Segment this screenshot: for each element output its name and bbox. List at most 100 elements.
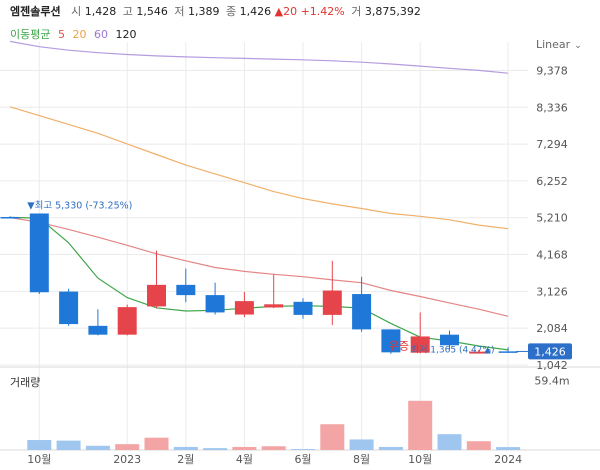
y-tick-label-8: 9,378 (536, 64, 568, 77)
moving-average-legend: 이동평균 5 20 60 120 (10, 26, 136, 42)
candle-body-0 (0, 217, 20, 219)
low-label: 저 (174, 5, 185, 18)
y-tick-label-4: 5,210 (536, 212, 568, 225)
ma-legend-120[interactable]: 120 (115, 28, 137, 41)
candle-body-15 (440, 334, 459, 346)
candle-16 (469, 349, 489, 354)
y-tick-label-1: 2,084 (536, 322, 568, 335)
x-tick-label-2: 2월 (177, 453, 194, 466)
quote-header: 엠젠솔루션 시 1,428 고 1,546 저 1,389 종 1,426 ▲2… (10, 3, 421, 19)
candle-4 (117, 304, 137, 336)
volume-bar-8 (232, 446, 257, 450)
candle-0 (0, 216, 20, 219)
candlesticks (0, 213, 518, 354)
candle-2 (59, 288, 79, 326)
candle-body-6 (176, 284, 196, 296)
volume-bar-6 (173, 446, 198, 450)
candle-1 (29, 213, 49, 295)
rights-offering-badge: 유증 (389, 340, 409, 353)
volume-bar-4 (115, 444, 140, 450)
candle-13 (381, 329, 401, 354)
x-tick-label-3: 4월 (236, 453, 253, 466)
candle-14 (410, 312, 430, 354)
candle-8 (234, 291, 254, 318)
high-value: 1,546 (136, 5, 168, 18)
candle-body-11 (322, 290, 342, 315)
grid (0, 42, 600, 451)
volume-tick-label: 59.4m (534, 374, 569, 387)
candle-12 (352, 276, 372, 332)
candle-body-16 (469, 351, 489, 354)
volume-panel-title: 거래량 (10, 376, 41, 389)
y-tick-label-2: 3,126 (536, 285, 568, 298)
candle-body-5 (147, 284, 166, 307)
ma-5-line (9, 216, 509, 351)
volume-bar-12 (349, 439, 374, 450)
candle-body-1 (29, 213, 49, 293)
axes: 1,042 2,084 3,126 4,168 5,210 6,252 7,294 8,336… (27, 64, 569, 466)
volume-bar-17 (496, 447, 521, 450)
volume-bar-10 (291, 449, 315, 450)
candle-body-8 (234, 301, 254, 315)
high-annotation: ▼최고 5,330 (-73.25%) (27, 200, 132, 211)
moving-average-lines (9, 40, 509, 351)
volume-label: 거 (351, 5, 362, 18)
open-label: 시 (71, 5, 82, 18)
stock-name: 엠젠솔루션 (10, 5, 61, 18)
candle-body-4 (117, 307, 137, 335)
y-tick-label-5: 6,252 (536, 175, 568, 188)
volume-bar-11 (320, 424, 345, 450)
current-price-label: 1,426 (534, 345, 566, 358)
x-tick-label-0: 10월 (27, 453, 51, 466)
x-tick-label-7: 2024 (494, 453, 522, 466)
ma-legend-title: 이동평균 (10, 28, 51, 41)
candle-body-7 (205, 295, 225, 313)
candle-body-3 (88, 325, 108, 335)
high-label: 고 (122, 5, 133, 18)
volume-bar-13 (378, 446, 403, 450)
candle-17 (498, 347, 518, 353)
ma-legend-60[interactable]: 60 (93, 28, 108, 41)
volume-bar-7 (203, 448, 228, 450)
chevron-down-icon: ⌄ (574, 41, 582, 51)
x-tick-label-4: 6월 (294, 453, 311, 466)
close-value: 1,426 (239, 5, 272, 18)
annotations: ▼최고 5,330 (-73.25%) 유증 최저 1,365 (4.47%)▲ 1,… (27, 200, 572, 360)
candle-body-17 (498, 351, 518, 353)
candle-body-14 (410, 336, 430, 353)
close-label: 종 (225, 5, 237, 18)
candle-9 (264, 274, 284, 309)
x-tick-label-6: 10월 (408, 453, 432, 466)
scale-mode-dropdown[interactable]: Linear ⌄ (536, 38, 582, 51)
volume-bar-9 (261, 446, 286, 450)
x-tick-label-5: 8월 (353, 453, 370, 466)
volume-bar-14 (408, 400, 433, 450)
candle-7 (205, 282, 225, 315)
change-value: ▲20 (274, 5, 298, 18)
ma-120-line (9, 40, 509, 74)
x-tick-label-1: 2023 (113, 453, 141, 466)
volume-bars (27, 400, 521, 450)
low-arrow: ▲ (485, 346, 492, 355)
candle-body-13 (381, 329, 401, 353)
ma-legend-20[interactable]: 20 (72, 28, 87, 41)
volume-bar-2 (56, 440, 81, 450)
open-value: 1,428 (84, 5, 117, 18)
volume-bar-3 (85, 445, 110, 450)
low-value: 1,389 (187, 5, 220, 18)
scale-mode-label: Linear (536, 38, 571, 51)
ma-legend-5[interactable]: 5 (57, 28, 65, 41)
change-percent: +1.42% (300, 5, 345, 18)
volume-value: 3,875,392 (364, 5, 421, 18)
ma-20-line (9, 216, 509, 317)
y-tick-label-6: 7,294 (536, 138, 568, 151)
candle-body-10 (293, 301, 313, 315)
candle-body-9 (264, 304, 284, 308)
candle-11 (322, 260, 342, 326)
current-price-tag (528, 343, 572, 360)
y-tick-label-3: 4,168 (536, 249, 568, 262)
candle-10 (293, 298, 313, 319)
candle-6 (176, 268, 196, 303)
